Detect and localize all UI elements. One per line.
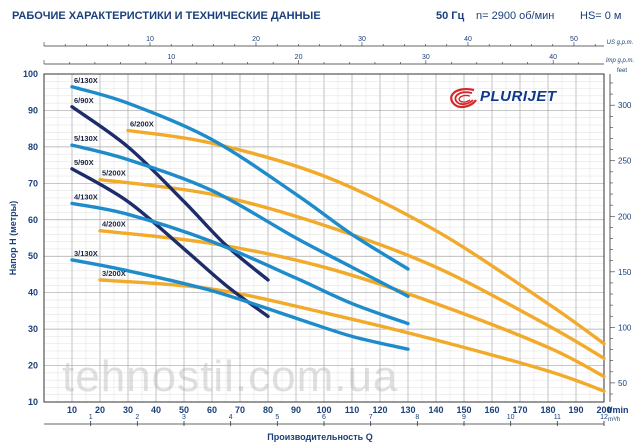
series-curve-5-200x (98, 178, 606, 360)
us-gpm-tick-label: 20 (252, 36, 260, 43)
x-axis-title: Производительность Q (267, 432, 372, 442)
us-gpm-tick-label: 50 (570, 36, 578, 43)
x-unit-label: l/min (607, 405, 628, 415)
us-gpm-tick-label: 30 (358, 36, 366, 43)
series-label: 4/130X (74, 192, 98, 201)
series-curve-3-130x (70, 258, 410, 351)
m3h-tick-label: 9 (462, 414, 466, 421)
plot-border (43, 73, 605, 403)
series-label: 5/200X (102, 169, 126, 178)
feet-tick-label: 100 (618, 323, 632, 332)
swirl-logo-icon (450, 88, 477, 109)
m3h-tick-label: 6 (322, 414, 326, 421)
x-tick-label: 70 (235, 405, 245, 415)
x-tick-label: 190 (568, 405, 583, 415)
y-tick-label: 100 (23, 69, 38, 79)
us-gpm-tick-label: 10 (146, 36, 154, 43)
x-tick-label: 130 (400, 405, 415, 415)
imp-gpm-tick-label: 40 (549, 54, 557, 61)
x-tick-label: 180 (540, 405, 555, 415)
brand-logo: PLURIJET (446, 86, 596, 110)
header-frequency: 50 Гц (436, 10, 465, 22)
feet-tick-label: 150 (618, 268, 632, 277)
x-tick-label: 90 (291, 405, 301, 415)
series-label: 6/90X (74, 96, 94, 105)
feet-tick-label: 250 (618, 157, 632, 166)
series-curve-5-90x (70, 167, 270, 319)
m3h-unit-label: m³/h (608, 417, 620, 423)
x-tick-label: 110 (345, 405, 360, 415)
x-tick-label: 20 (95, 405, 105, 415)
logo-text: PLURIJET (480, 88, 557, 105)
x-tick-label: 100 (316, 405, 331, 415)
m3h-tick-label: 4 (229, 414, 233, 421)
y-tick-label: 70 (28, 178, 38, 188)
y-tick-label: 80 (28, 142, 38, 152)
y-tick-label: 20 (28, 361, 38, 371)
x-tick-label: 120 (372, 405, 387, 415)
imp-gpm-tick-label: 10 (167, 54, 175, 61)
y-tick-label: 10 (28, 397, 38, 407)
m3h-tick-label: 2 (135, 414, 139, 421)
series-label: 5/90X (74, 158, 94, 167)
m3h-tick-label: 12 (600, 414, 608, 421)
x-tick-label: 80 (263, 405, 273, 415)
series-label: 6/130X (74, 76, 98, 85)
series-label: 3/200X (102, 269, 126, 278)
y-tick-label: 50 (28, 251, 38, 261)
x-tick-label: 40 (151, 405, 161, 415)
header-title: РАБОЧИЕ ХАРАКТЕРИСТИКИ И ТЕХНИЧЕСКИЕ ДАН… (12, 10, 321, 22)
series-curve-6-90x (70, 105, 270, 282)
imp-gpm-unit-label: Imp g.p.m. (606, 58, 634, 64)
series-curve-4-130x (70, 201, 410, 326)
imp-gpm-tick-label: 30 (422, 54, 430, 61)
x-tick-label: 200 (596, 405, 611, 415)
series-curve-6-200x (126, 128, 606, 346)
y-tick-label: 40 (28, 288, 38, 298)
header-hs: HS= 0 м (580, 10, 622, 22)
x-tick-label: 160 (484, 405, 499, 415)
series-label: 5/130X (74, 134, 98, 143)
y-tick-label: 60 (28, 215, 38, 225)
y-tick-label: 90 (28, 105, 38, 115)
m3h-tick-label: 3 (182, 414, 186, 421)
x-tick-label: 10 (67, 405, 77, 415)
series-label: 3/130X (74, 249, 98, 258)
grid (43, 73, 605, 403)
feet-tick-label: 50 (618, 379, 627, 388)
m3h-tick-label: 1 (89, 414, 93, 421)
series-label: 4/200X (102, 220, 126, 229)
m3h-tick-label: 10 (507, 414, 515, 421)
x-tick-label: 140 (428, 405, 443, 415)
m3h-tick-label: 11 (554, 414, 561, 421)
x-tick-label: 60 (207, 405, 217, 415)
series-curve-6-130x (70, 85, 410, 271)
m3h-tick-label: 5 (275, 414, 279, 421)
m3h-tick-label: 8 (415, 414, 419, 421)
imp-gpm-tick-label: 20 (295, 54, 303, 61)
y-tick-label: 30 (28, 324, 38, 334)
m3h-tick-label: 7 (369, 414, 373, 421)
x-tick-label: 50 (179, 405, 189, 415)
x-tick-label: 30 (123, 405, 133, 415)
series-curve-4-200x (98, 229, 606, 379)
feet-tick-label: 300 (618, 101, 632, 110)
feet-unit-label: feet (617, 68, 627, 74)
x-tick-label: 150 (456, 405, 471, 415)
watermark: tehnostil.com.ua (62, 352, 399, 401)
x-tick-label: 170 (512, 405, 527, 415)
series-label: 6/200X (130, 119, 154, 128)
feet-tick-label: 200 (618, 212, 632, 221)
us-gpm-tick-label: 40 (464, 36, 472, 43)
us-gpm-unit-label: US g.p.m. (607, 40, 634, 46)
series-curve-5-130x (70, 143, 410, 298)
y-axis-title: Напор H (метры) (8, 201, 18, 276)
header-speed: n= 2900 об/мин (476, 10, 555, 22)
